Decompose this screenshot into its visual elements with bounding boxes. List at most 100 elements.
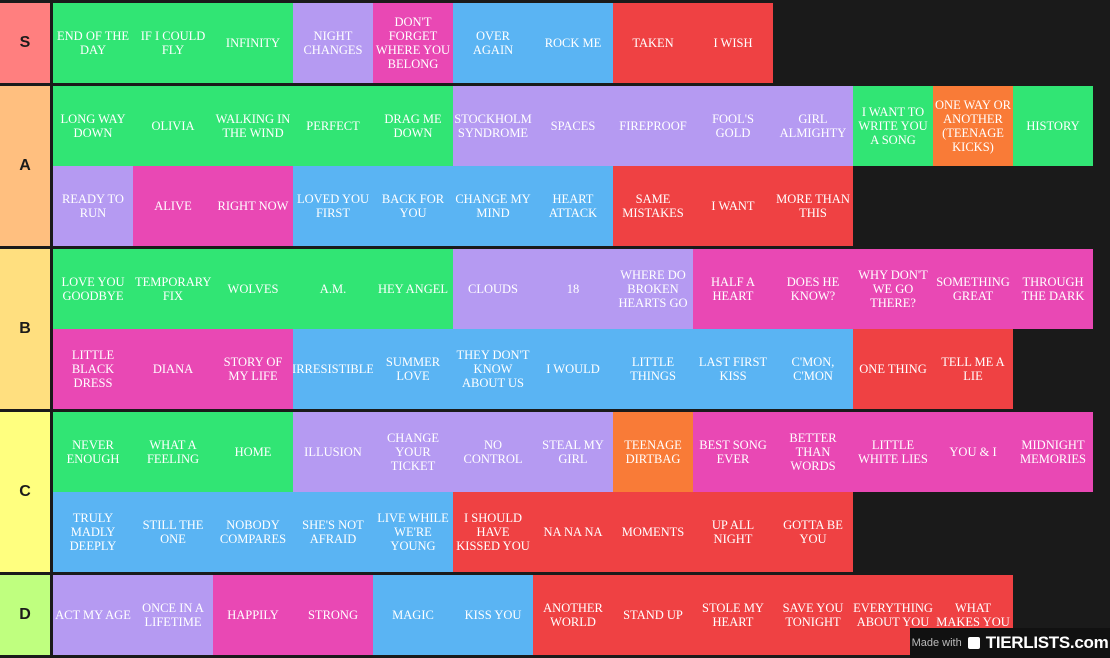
tier-item[interactable]: RIGHT NOW (213, 166, 293, 246)
tier-item[interactable]: DON'T FORGET WHERE YOU BELONG (373, 3, 453, 83)
tier-item[interactable]: HOME (213, 412, 293, 492)
tier-item[interactable]: LITTLE THINGS (613, 329, 693, 409)
tier-item[interactable]: ACT MY AGE (53, 575, 133, 655)
made-with-label: Made with (911, 637, 962, 649)
tier-item[interactable]: LITTLE WHITE LIES (853, 412, 933, 492)
tier-item[interactable]: I WISH (693, 3, 773, 83)
tier-item[interactable]: SAME MISTAKES (613, 166, 693, 246)
tier-item[interactable]: HEY ANGEL (373, 249, 453, 329)
tier-item[interactable]: GOTTA BE YOU (773, 492, 853, 572)
tier-item[interactable]: LOVE YOU GOODBYE (53, 249, 133, 329)
tier-item[interactable]: HISTORY (1013, 86, 1093, 166)
tier-item[interactable]: FIREPROOF (613, 86, 693, 166)
tier-item[interactable]: SOMETHING GREAT (933, 249, 1013, 329)
tier-item[interactable]: HEART ATTACK (533, 166, 613, 246)
tier-item[interactable]: STEAL MY GIRL (533, 412, 613, 492)
tier-item[interactable]: LIVE WHILE WE'RE YOUNG (373, 492, 453, 572)
tierlists-logo-icon (967, 637, 980, 649)
watermark[interactable]: Made with TIERLISTS.com (910, 628, 1110, 658)
tier-item[interactable]: ILLUSION (293, 412, 373, 492)
tier-item[interactable]: THEY DON'T KNOW ABOUT US (453, 329, 533, 409)
tier-item[interactable]: STOCKHOLM SYNDROME (453, 86, 533, 166)
tier-row-c: C NEVER ENOUGH WHAT A FEELING HOME ILLUSION… (0, 412, 1110, 572)
tier-item[interactable]: ONCE IN A LIFETIME (133, 575, 213, 655)
tier-items-d: ACT MY AGE ONCE IN A LIFETIME HAPPILY STRON… (53, 575, 1110, 655)
tier-item[interactable]: ONE WAY OR ANOTHER (TEENAGE KICKS) (933, 86, 1013, 166)
tier-item[interactable]: UP ALL NIGHT (693, 492, 773, 572)
tier-item[interactable]: STILL THE ONE (133, 492, 213, 572)
tier-item[interactable]: LOVED YOU FIRST (293, 166, 373, 246)
tier-item[interactable]: TAKEN (613, 3, 693, 83)
tier-item[interactable]: STRONG (293, 575, 373, 655)
tier-item[interactable]: I WANT TO WRITE YOU A SONG (853, 86, 933, 166)
tier-item[interactable]: WHY DON'T WE GO THERE? (853, 249, 933, 329)
tier-item[interactable]: ONE THING (853, 329, 933, 409)
tier-item[interactable]: HALF A HEART (693, 249, 773, 329)
tier-item[interactable]: MAGIC (373, 575, 453, 655)
tier-item[interactable]: OLIVIA (133, 86, 213, 166)
tier-item[interactable]: ALIVE (133, 166, 213, 246)
tier-item[interactable]: FOOL'S GOLD (693, 86, 773, 166)
tier-item[interactable]: I WOULD (533, 329, 613, 409)
tier-item[interactable]: I WANT (693, 166, 773, 246)
tier-items-c: NEVER ENOUGH WHAT A FEELING HOME ILLUSION CH… (53, 412, 1110, 572)
tier-item[interactable]: STAND UP (613, 575, 693, 655)
tier-item[interactable]: YOU & I (933, 412, 1013, 492)
tier-item[interactable]: INFINITY (213, 3, 293, 83)
tier-item[interactable]: C'MON, C'MON (773, 329, 853, 409)
tier-item[interactable]: WHAT A FEELING (133, 412, 213, 492)
tier-item[interactable]: WALKING IN THE WIND (213, 86, 293, 166)
tier-item[interactable]: TRULY MADLY DEEPLY (53, 492, 133, 572)
tier-item[interactable]: DRAG ME DOWN (373, 86, 453, 166)
tier-label-s: S (0, 3, 50, 83)
tier-item[interactable]: MOMENTS (613, 492, 693, 572)
tier-item[interactable]: MIDNIGHT MEMORIES (1013, 412, 1093, 492)
tier-row-s: S END OF THE DAY IF I COULD FLY INFINITY NI… (0, 3, 1110, 83)
tier-item[interactable]: A.M. (293, 249, 373, 329)
tier-item[interactable]: CHANGE MY MIND (453, 166, 533, 246)
tier-item[interactable]: SAVE YOU TONIGHT (773, 575, 853, 655)
tier-item[interactable]: TEMPORARY FIX (133, 249, 213, 329)
tier-item[interactable]: THROUGH THE DARK (1013, 249, 1093, 329)
tier-item[interactable]: ROCK ME (533, 3, 613, 83)
tier-item[interactable]: TELL ME A LIE (933, 329, 1013, 409)
tier-item[interactable]: OVER AGAIN (453, 3, 533, 83)
tier-item[interactable]: CLOUDS (453, 249, 533, 329)
tier-item[interactable]: IRRESISTIBLE (293, 329, 373, 409)
tier-item[interactable]: I SHOULD HAVE KISSED YOU (453, 492, 533, 572)
tier-item[interactable]: NA NA NA (533, 492, 613, 572)
tier-item[interactable]: END OF THE DAY (53, 3, 133, 83)
tier-item[interactable]: CHANGE YOUR TICKET (373, 412, 453, 492)
tier-item[interactable]: SUMMER LOVE (373, 329, 453, 409)
tier-items-a: LONG WAY DOWN OLIVIA WALKING IN THE WIND PE… (53, 86, 1110, 246)
tier-item[interactable]: STOLE MY HEART (693, 575, 773, 655)
tier-item[interactable]: 18 (533, 249, 613, 329)
tier-item[interactable]: NEVER ENOUGH (53, 412, 133, 492)
tier-item[interactable]: LONG WAY DOWN (53, 86, 133, 166)
tier-item[interactable]: WHERE DO BROKEN HEARTS GO (613, 249, 693, 329)
tier-item[interactable]: WOLVES (213, 249, 293, 329)
tier-item[interactable]: BACK FOR YOU (373, 166, 453, 246)
tier-item[interactable]: SPACES (533, 86, 613, 166)
tier-item[interactable]: BETTER THAN WORDS (773, 412, 853, 492)
tier-item[interactable]: STORY OF MY LIFE (213, 329, 293, 409)
tier-item[interactable]: LITTLE BLACK DRESS (53, 329, 133, 409)
tier-item[interactable]: DOES HE KNOW? (773, 249, 853, 329)
tier-item[interactable]: NO CONTROL (453, 412, 533, 492)
tier-item[interactable]: IF I COULD FLY (133, 3, 213, 83)
tier-item[interactable]: PERFECT (293, 86, 373, 166)
tier-item[interactable]: HAPPILY (213, 575, 293, 655)
tier-item[interactable]: LAST FIRST KISS (693, 329, 773, 409)
tier-item[interactable]: ANOTHER WORLD (533, 575, 613, 655)
tier-item[interactable]: MORE THAN THIS (773, 166, 853, 246)
tier-item[interactable]: SHE'S NOT AFRAID (293, 492, 373, 572)
tier-item[interactable]: KISS YOU (453, 575, 533, 655)
tier-item[interactable]: READY TO RUN (53, 166, 133, 246)
tier-items-b: LOVE YOU GOODBYE TEMPORARY FIX WOLVES A.M. H… (53, 249, 1110, 409)
tier-item[interactable]: NOBODY COMPARES (213, 492, 293, 572)
tier-item[interactable]: TEENAGE DIRTBAG (613, 412, 693, 492)
tier-item[interactable]: BEST SONG EVER (693, 412, 773, 492)
tier-item[interactable]: DIANA (133, 329, 213, 409)
tier-item[interactable]: NIGHT CHANGES (293, 3, 373, 83)
tier-item[interactable]: GIRL ALMIGHTY (773, 86, 853, 166)
